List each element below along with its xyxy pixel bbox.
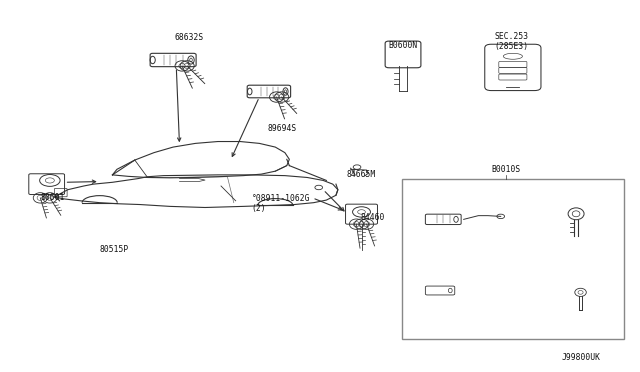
Text: °08911-1062G
(2): °08911-1062G (2): [252, 194, 310, 214]
Text: 89694S: 89694S: [267, 124, 296, 133]
Text: 80515P: 80515P: [100, 245, 129, 254]
Bar: [402, 179, 624, 339]
Text: J99800UK: J99800UK: [561, 353, 600, 362]
Text: B0600N: B0600N: [388, 41, 418, 50]
Text: B0010S: B0010S: [492, 165, 521, 174]
Text: 84665M: 84665M: [347, 170, 376, 179]
Text: 80601: 80601: [41, 193, 65, 202]
Text: SEC.253
(285E3): SEC.253 (285E3): [495, 32, 529, 51]
Text: 84460: 84460: [360, 213, 385, 222]
Text: 68632S: 68632S: [175, 33, 204, 42]
